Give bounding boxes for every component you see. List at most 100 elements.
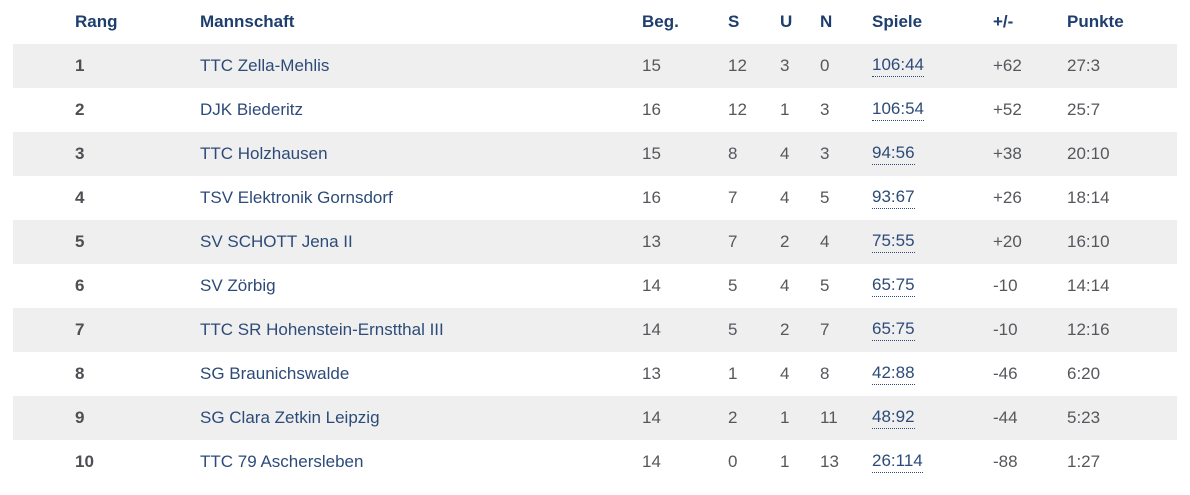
team-name-link[interactable]: TSV Elektronik Gornsdorf	[200, 188, 393, 207]
cell-rang: 5	[75, 232, 85, 251]
col-header-n: N	[820, 0, 872, 44]
spiele-result-link[interactable]: 48:92	[872, 407, 915, 430]
table-row: 2 DJK Biederitz 16 12 1 3 106:54 +52 25:7	[13, 88, 1177, 132]
cell-rang: 8	[75, 364, 85, 383]
cell-beg: 14	[642, 276, 661, 295]
cell-beg: 15	[642, 144, 661, 163]
col-header-plusminus: +/-	[993, 0, 1067, 44]
team-name-link[interactable]: SG Braunichswalde	[200, 364, 350, 383]
table-header: Rang Mannschaft Beg. S U N Spiele +/- Pu…	[13, 0, 1177, 44]
spiele-result-link[interactable]: 94:56	[872, 143, 915, 166]
cell-rang: 7	[75, 320, 85, 339]
cell-n: 11	[820, 408, 838, 427]
spiele-result-link[interactable]: 93:67	[872, 187, 915, 210]
team-name-link[interactable]: SG Clara Zetkin Leipzig	[200, 408, 380, 427]
table-row: 10 TTC 79 Aschersleben 14 0 1 13 26:114 -88 1:27	[13, 440, 1177, 484]
cell-n: 7	[820, 320, 830, 339]
cell-spiele: 65:75	[872, 308, 993, 352]
table-row: 8 SG Braunichswalde 13 1 4 8 42:88 -46 6:20	[13, 352, 1177, 396]
cell-mannschaft: SV Zörbig	[200, 264, 642, 308]
cell-n: 4	[820, 232, 830, 251]
cell-n: 13	[820, 452, 839, 471]
cell-s: 7	[728, 188, 738, 207]
cell-plusminus: +26	[993, 188, 1022, 207]
spiele-result-link[interactable]: 26:114	[872, 451, 923, 474]
cell-s: 12	[728, 56, 747, 75]
cell-punkte: 25:7	[1067, 100, 1101, 119]
col-header-punkte: Punkte	[1067, 0, 1177, 44]
cell-rang: 9	[75, 408, 85, 427]
cell-plusminus: +62	[993, 56, 1022, 75]
cell-u: 4	[780, 188, 790, 207]
cell-s: 8	[728, 144, 738, 163]
cell-punkte: 1:27	[1067, 452, 1101, 471]
table-row: 3 TTC Holzhausen 15 8 4 3 94:56 +38 20:10	[13, 132, 1177, 176]
cell-mannschaft: SG Braunichswalde	[200, 352, 642, 396]
cell-u: 1	[780, 100, 790, 119]
cell-punkte: 12:16	[1067, 320, 1110, 339]
cell-s: 0	[728, 452, 738, 471]
cell-punkte: 16:10	[1067, 232, 1110, 251]
team-name-link[interactable]: SV Zörbig	[200, 276, 276, 295]
cell-mannschaft: TTC 79 Aschersleben	[200, 440, 642, 484]
team-name-link[interactable]: TTC SR Hohenstein-Ernstthal III	[200, 320, 444, 339]
team-name-link[interactable]: TTC Holzhausen	[200, 144, 328, 163]
cell-s: 12	[728, 100, 747, 119]
spiele-result-link[interactable]: 65:75	[872, 319, 915, 342]
spiele-result-link[interactable]: 75:55	[872, 231, 915, 254]
cell-plusminus: -10	[993, 276, 1018, 295]
cell-beg: 14	[642, 452, 661, 471]
spiele-result-link[interactable]: 42:88	[872, 363, 915, 386]
cell-punkte: 14:14	[1067, 276, 1110, 295]
cell-n: 3	[820, 144, 830, 163]
spiele-result-link[interactable]: 106:54	[872, 99, 924, 122]
cell-u: 4	[780, 144, 790, 163]
team-name-link[interactable]: DJK Biederitz	[200, 100, 303, 119]
cell-spiele: 26:114	[872, 440, 993, 484]
cell-plusminus: +52	[993, 100, 1022, 119]
table-body: 1 TTC Zella-Mehlis 15 12 3 0 106:44 +62 27:3 2 DJK…	[13, 44, 1177, 484]
cell-spiele: 94:56	[872, 132, 993, 176]
table-row: 1 TTC Zella-Mehlis 15 12 3 0 106:44 +62 27:3	[13, 44, 1177, 88]
cell-plusminus: +38	[993, 144, 1022, 163]
cell-spiele: 75:55	[872, 220, 993, 264]
table-row: 5 SV SCHOTT Jena II 13 7 2 4 75:55 +20 16:10	[13, 220, 1177, 264]
table-row: 9 SG Clara Zetkin Leipzig 14 2 1 11 48:92 -44 5:…	[13, 396, 1177, 440]
cell-rang: 10	[75, 452, 94, 471]
cell-beg: 14	[642, 320, 661, 339]
cell-s: 2	[728, 408, 738, 427]
cell-rang: 6	[75, 276, 85, 295]
col-header-u: U	[780, 0, 820, 44]
col-header-spiele: Spiele	[872, 0, 993, 44]
cell-beg: 13	[642, 364, 661, 383]
cell-u: 4	[780, 276, 790, 295]
cell-plusminus: -46	[993, 364, 1018, 383]
cell-u: 2	[780, 232, 790, 251]
cell-spiele: 93:67	[872, 176, 993, 220]
cell-u: 1	[780, 408, 790, 427]
cell-spiele: 48:92	[872, 396, 993, 440]
team-name-link[interactable]: TTC Zella-Mehlis	[200, 56, 330, 75]
cell-s: 5	[728, 320, 738, 339]
spiele-result-link[interactable]: 106:44	[872, 55, 924, 78]
cell-s: 1	[728, 364, 738, 383]
cell-mannschaft: TSV Elektronik Gornsdorf	[200, 176, 642, 220]
col-header-mannschaft: Mannschaft	[200, 0, 642, 44]
cell-s: 7	[728, 232, 738, 251]
cell-plusminus: -88	[993, 452, 1018, 471]
cell-rang: 2	[75, 100, 85, 119]
cell-punkte: 18:14	[1067, 188, 1110, 207]
team-name-link[interactable]: SV SCHOTT Jena II	[200, 232, 353, 251]
cell-plusminus: +20	[993, 232, 1022, 251]
cell-n: 5	[820, 188, 830, 207]
cell-mannschaft: SG Clara Zetkin Leipzig	[200, 396, 642, 440]
cell-spiele: 106:44	[872, 44, 993, 88]
league-standings-table: Rang Mannschaft Beg. S U N Spiele +/- Pu…	[13, 0, 1177, 484]
cell-rang: 1	[75, 56, 85, 75]
cell-u: 3	[780, 56, 790, 75]
cell-plusminus: -44	[993, 408, 1018, 427]
spiele-result-link[interactable]: 65:75	[872, 275, 915, 298]
cell-beg: 16	[642, 100, 661, 119]
cell-beg: 15	[642, 56, 661, 75]
team-name-link[interactable]: TTC 79 Aschersleben	[200, 452, 364, 471]
